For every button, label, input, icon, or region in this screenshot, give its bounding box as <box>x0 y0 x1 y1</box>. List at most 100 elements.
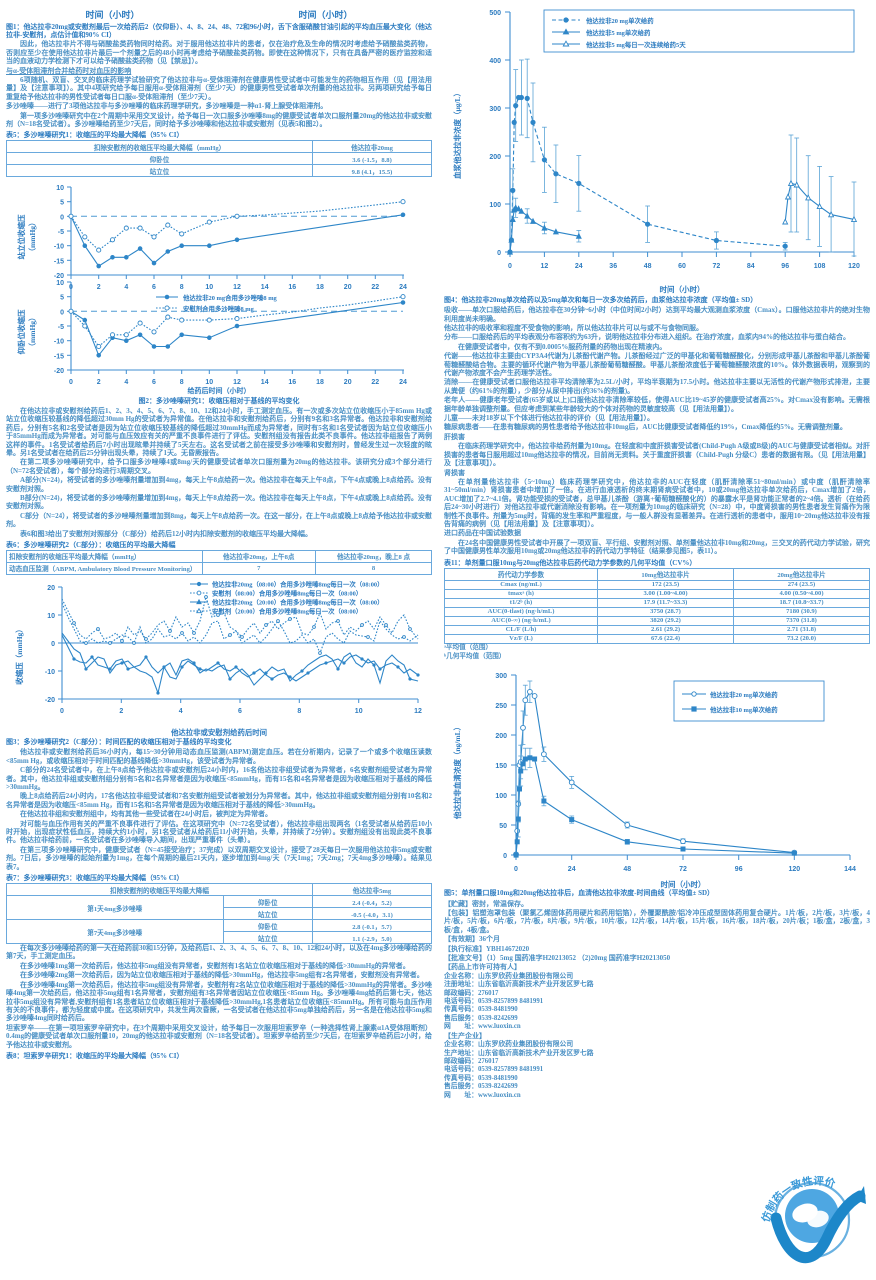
fig4-series-5mg <box>506 197 582 255</box>
fig4-caption: 图4：他达拉非20mg单次给药以及5mg单次和每日一次多次给药后，血浆他达拉非浓… <box>444 296 758 304</box>
table11-r6c0: Vz/F (L) <box>444 633 598 644</box>
table6-r0c1: 7 <box>201 561 317 575</box>
svg-text:20: 20 <box>344 379 352 386</box>
fig2-legend-0: 他达拉非20 mg合用多沙唑嗪8 mg <box>182 293 278 302</box>
table11-header-2: 20mg他达拉非片 <box>733 567 870 581</box>
table11-r3c1: 3750 (28.7) <box>597 606 734 617</box>
paragraph-dox1mg: 在多沙唑嗪1mg第一次给药后，他达拉非5mg组没有异常者，安慰剂有1名站立位收缩… <box>20 961 410 970</box>
table-row: Vz/F (L) 67.6 (22.4) 73.2 (20.0) <box>444 633 870 644</box>
heading-alpha-blocker: 与α-受体阻滞剂合并给药时对血压的影响 <box>6 66 132 75</box>
table11-r6c1: 67.6 (22.4) <box>597 633 734 644</box>
mah-line-6: 网 址：www.luoxin.cn <box>444 1023 521 1031</box>
table11-r4c1: 3820 (29.2) <box>597 615 734 626</box>
svg-text:22: 22 <box>371 379 379 386</box>
manu-line-5: 售后服务：0539-8242699 <box>444 1083 518 1091</box>
table7-r0c2: 2.4 (-0.4，5.2) <box>311 895 433 909</box>
fig3-ylabel: 收缩压（mmHg） <box>14 625 24 685</box>
svg-text:500: 500 <box>489 10 501 17</box>
table-11: 药代动力学参数 10mg他达拉非片 20mg他达拉非片 Cmax (ng/mL)… <box>444 567 870 644</box>
paragraph-tamsulosin: 坦索罗辛——在第一项坦索罗辛研究中，在3个周期中采用交叉设计，给予每日一次服用坦… <box>6 1023 432 1049</box>
table11-r6c2: 73.2 (20.0) <box>733 633 870 644</box>
svg-text:2: 2 <box>119 708 123 715</box>
table7-r1c1: 站立位 <box>222 907 313 921</box>
svg-text:10: 10 <box>355 708 363 715</box>
svg-text:0: 0 <box>508 263 512 270</box>
manu-line-6: 网 址：www.luoxin.cn <box>444 1091 521 1099</box>
fig3-legend-3: 安慰剂（20:00）合用多沙唑嗪8mg每日一次（08:00） <box>212 607 362 616</box>
paragraph-renal: 在单剂量他达拉非（5~10mg）临床药理学研究中，他达拉非的AUC在轻度（肌酐清… <box>444 477 870 528</box>
fig5-legend-1: 他达拉非10 mg单次给药 <box>709 705 778 714</box>
figure-2-svg: 站立位收缩压 （mmHg） 10 5 0 -5 -10 -15 -20 <box>16 185 407 386</box>
table-7: 扣除安慰剂的收缩压平均最大降幅 他达拉非5mg 第1天4mg多沙唑嗪 仰卧位 2… <box>6 883 433 945</box>
table7-r2c1: 仰卧位 <box>222 919 313 933</box>
paragraph-other-outliers: 在他达拉非组和安慰剂组中，均有其他一些受试者在24小时后，被判定为异常者。 <box>20 810 272 819</box>
svg-text:144: 144 <box>844 866 856 873</box>
svg-text:-20: -20 <box>54 368 64 375</box>
svg-text:0: 0 <box>514 866 518 873</box>
table7-r3c1: 站立位 <box>222 931 313 945</box>
svg-text:0: 0 <box>60 215 64 222</box>
table11-r5c0: CL/F (L/h) <box>444 624 598 635</box>
manu-line-1: 生产地址：山东省临沂高新技术产业开发区罗七路 <box>444 1049 594 1057</box>
fig4-series-20mg <box>507 58 788 255</box>
svg-text:-5: -5 <box>58 229 64 236</box>
table11-r0c2: 274 (23.5) <box>733 579 870 590</box>
fig5-xlabel: 时间（小时） <box>661 879 706 889</box>
paragraph-doxazosin-study3: 在第三项多沙唑嗪研究中，健康受试者（N=45接受治疗；37完成）以双周期交叉设计… <box>6 845 432 871</box>
svg-text:72: 72 <box>679 866 687 873</box>
svg-text:24: 24 <box>399 379 407 386</box>
heading-hepatic: 肝损害 <box>444 432 465 441</box>
table7-title: 表7：多沙唑嗪研究3：收缩压的平均最大降幅（95% CI） <box>6 874 184 883</box>
svg-text:14: 14 <box>261 379 269 386</box>
table5-header-0: 扣除安慰剂的收缩压平均最大降幅（mmHg） <box>6 140 313 154</box>
package-label: 【包装】 <box>444 909 473 917</box>
fig5-legend: 他达拉非20 mg单次给药 他达拉非10 mg单次给药 <box>673 680 825 722</box>
expiry-label: 【有效期】 <box>444 935 479 944</box>
table-row: 站立位 9.8 (4.1，15.5) <box>6 164 432 178</box>
svg-text:10: 10 <box>56 280 64 287</box>
table-row: AUC(0-tlast) (ng·h/mL) 3750 (28.7) 7180 (3… <box>444 606 870 617</box>
svg-text:24: 24 <box>575 263 583 270</box>
paragraph-semen: 在健康受试者中，仅有不到0.0005%服药剂量的药物出现在精液内。 <box>458 342 667 351</box>
table11-r2c2: 18.7 (10.8~33.7) <box>733 597 870 608</box>
mah-line-5: 售后服务：0539-8242699 <box>444 1014 518 1022</box>
svg-text:5: 5 <box>60 295 64 302</box>
table11-r1c2: 4.00 (0.50~4.00) <box>733 588 870 599</box>
svg-text:4: 4 <box>124 284 128 291</box>
standard-line: 【执行标准】YBH14672020 <box>444 945 870 953</box>
table-row: 仰卧位 3.6 (-1.5，8.8) <box>6 152 432 166</box>
svg-text:120: 120 <box>788 866 800 873</box>
fig3-legend-1: 安慰剂（08:00）合用多沙唑嗪8mg每日一次（08:00） <box>212 589 362 598</box>
table11-r3c0: AUC(0-tlast) (ng·h/mL) <box>444 606 598 617</box>
fig4-legend-0: 他达拉非20 mg单次给药 <box>585 16 654 25</box>
figure-4-svg: 血浆他达拉非浓度（μg/L） 500 400 300 200 100 0 0 1… <box>452 9 860 294</box>
svg-text:50: 50 <box>499 823 507 830</box>
svg-text:150: 150 <box>495 763 507 770</box>
figure-3: 收缩压（mmHg） 20 10 0 -10 -20 0 2 4 6 8 <box>6 577 432 747</box>
svg-text:0: 0 <box>69 379 73 386</box>
table11-r0c1: 172 (23.5) <box>597 579 734 590</box>
fig2-top-yunit: （mmHg） <box>27 219 37 256</box>
standard-value: YBH14672020 <box>486 944 530 953</box>
svg-text:10: 10 <box>205 284 213 291</box>
paragraph-part-b: B部分(N=24)，将受试者的多沙唑嗪剂量增加到4mg，每天上午8点给药一次。他… <box>6 493 432 511</box>
storage-value: 密封，常温保存。 <box>472 899 528 908</box>
fig3-legend-0: 他达拉非20mg（08:00）合用多沙唑嗪8mg每日一次（08:00） <box>211 580 383 589</box>
svg-text:10: 10 <box>56 185 64 192</box>
svg-text:60: 60 <box>678 263 686 270</box>
table11-footnote-1: ᵇ几何平均值（范围） <box>444 652 506 660</box>
paragraph-dox4mg: 在多沙唑嗪4mg第一次给药后，他达拉非5mg组没有异常者，安慰剂有2名站立位收缩… <box>6 980 432 1023</box>
table6-header-0: 扣除安慰剂的收缩压平均最大降幅（mmHg） <box>6 549 203 563</box>
right-column: 血浆他达拉非浓度（μg/L） 500 400 300 200 100 0 0 1… <box>438 0 876 1280</box>
table-5: 扣除安慰剂的收缩压平均最大降幅（mmHg） 他达拉非20mg 仰卧位 3.6 (… <box>6 140 432 178</box>
fig4-legend-1: 他达拉非5 mg单次给药 <box>585 28 651 37</box>
approval-label: 【批准文号】 <box>444 954 486 963</box>
mah-line-3: 电话号码：0539-8257899 8481991 <box>444 998 544 1006</box>
svg-text:300: 300 <box>489 106 501 113</box>
table7-r2c0: 第7天4mg多沙唑嗪 <box>6 919 224 945</box>
svg-text:20: 20 <box>47 585 55 592</box>
svg-text:12: 12 <box>233 284 241 291</box>
fig4-series-5mg-multi <box>782 134 858 257</box>
svg-text:18: 18 <box>316 379 324 386</box>
svg-text:100: 100 <box>495 793 507 800</box>
